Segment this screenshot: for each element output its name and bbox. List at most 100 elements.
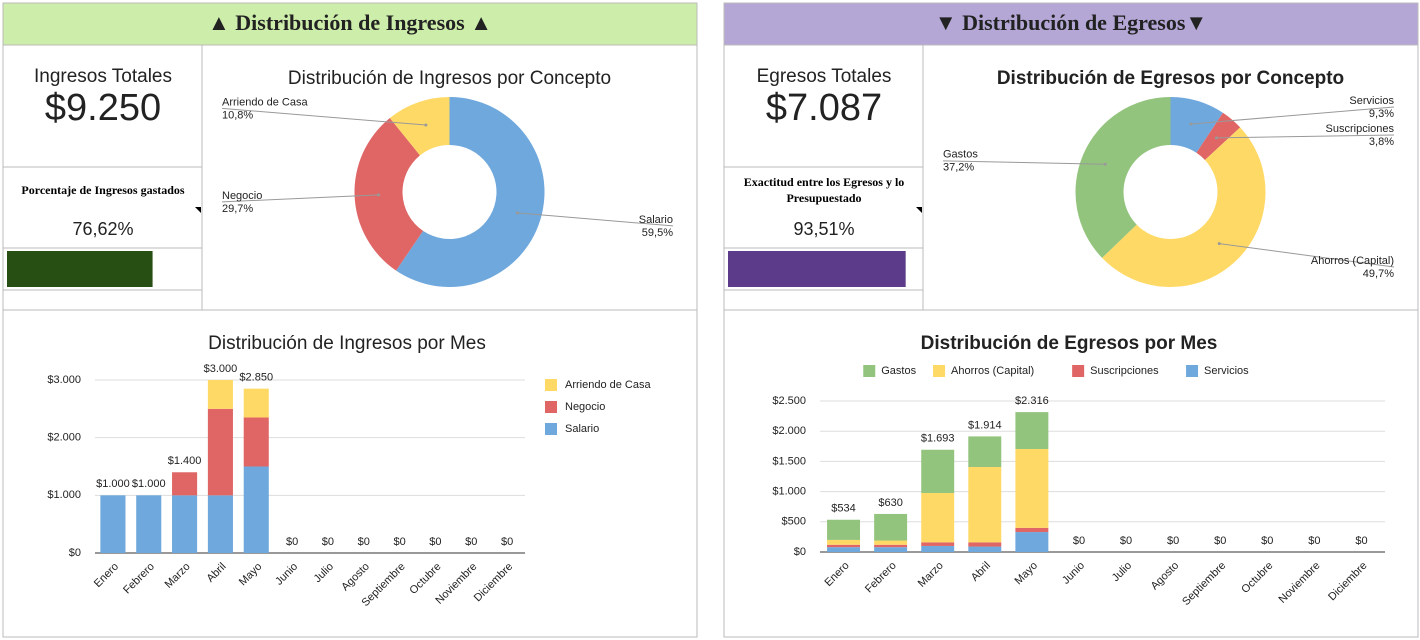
total-label: $1.000: [96, 478, 130, 490]
slice-percent: 10,8%: [222, 109, 253, 121]
bar-segment: [921, 545, 955, 552]
bar-segment: [827, 547, 861, 552]
legend-label: Negocio: [565, 401, 605, 413]
kpi-label: Egresos Totales: [757, 66, 892, 87]
slice-label: Servicios: [1349, 95, 1394, 107]
leader-line: [221, 107, 426, 126]
bar-segment: [968, 542, 1002, 547]
total-label: $0: [1214, 535, 1226, 547]
y-tick-label: $500: [782, 516, 806, 528]
bar-segment: [172, 495, 198, 553]
bar-segment: [207, 495, 233, 553]
y-tick-label: $0: [794, 546, 806, 558]
leader-dot: [1189, 122, 1193, 126]
slice-label: Negocio: [222, 190, 262, 202]
bar-segment: [874, 547, 908, 552]
bar-segment: [1015, 527, 1049, 533]
bar-segment: [1015, 532, 1049, 552]
total-label: $0: [393, 536, 405, 548]
gauge-bar: [728, 251, 906, 287]
leader-line: [1219, 243, 1395, 268]
bar-segment: [921, 449, 955, 493]
leader-line: [517, 212, 674, 227]
metric-label: Exactitud entre los Egresos y lo Presupu…: [743, 175, 905, 205]
y-tick-label: $3.000: [47, 374, 81, 386]
total-label: $1.693: [921, 433, 955, 445]
bar-segment: [921, 542, 955, 546]
metric-value: 76,62%: [72, 219, 133, 239]
total-label: $0: [1355, 535, 1367, 547]
panel-title: ▼ Distribución de Egresos▼: [935, 10, 1207, 35]
bar-segment: [207, 408, 233, 496]
leader-dot: [1103, 162, 1107, 166]
bar-segment: [172, 472, 198, 496]
total-label: $0: [465, 536, 477, 548]
slice-label: Ahorros (Capital): [1311, 255, 1394, 267]
total-label: $1.000: [132, 478, 166, 490]
total-label: $0: [1308, 535, 1320, 547]
bar-segment: [1015, 449, 1049, 528]
bar-segment: [243, 388, 269, 418]
leader-line: [1216, 134, 1395, 139]
pie-slice: [1102, 127, 1266, 288]
y-tick-label: $1.500: [772, 455, 806, 467]
slice-label: Arriendo de Casa: [222, 96, 308, 108]
total-label: $2.850: [239, 372, 273, 384]
total-label: $0: [1120, 535, 1132, 547]
leader-dot: [515, 211, 519, 215]
leader-dot: [377, 193, 381, 197]
total-label: $0: [429, 536, 441, 548]
corner-marker: [195, 207, 201, 213]
legend-label: Gastos: [881, 365, 916, 377]
leader-line: [221, 194, 379, 203]
legend-swatch: [933, 365, 946, 377]
total-label: $3.000: [204, 363, 238, 375]
kpi-value: $7.087: [766, 87, 882, 129]
panel-header: [2, 2, 698, 46]
leader-dot: [1214, 136, 1218, 140]
bar-segment: [827, 519, 861, 540]
y-tick-label: $2.000: [772, 425, 806, 437]
chart-title: Distribución de Ingresos por Concepto: [288, 68, 611, 89]
slice-percent: 29,7%: [222, 203, 253, 215]
gauge-bar: [7, 251, 153, 287]
total-label: $534: [831, 503, 855, 515]
bar-segment: [827, 544, 861, 548]
total-label: $0: [322, 536, 334, 548]
bar-segment: [827, 539, 861, 545]
y-tick-label: $2.500: [772, 395, 806, 407]
y-tick-label: $0: [69, 547, 81, 559]
bar-segment: [968, 467, 1002, 543]
pie-slice: [1075, 97, 1171, 258]
kpi-label: Ingresos Totales: [34, 66, 172, 87]
bar-segment: [968, 546, 1002, 552]
bar-segment: [1015, 412, 1049, 450]
legend-swatch: [545, 401, 557, 413]
metric-value: 93,51%: [793, 219, 854, 239]
slice-percent: 9,3%: [1369, 108, 1394, 120]
total-label: $0: [1073, 535, 1085, 547]
kpi-value: $9.250: [45, 87, 161, 129]
slice-percent: 49,7%: [1363, 268, 1394, 280]
metric-label-box: Exactitud entre los Egresos y lo Presupu…: [743, 175, 905, 205]
chart-title: Distribución de Egresos por Mes: [921, 333, 1218, 354]
legend-swatch: [863, 365, 876, 377]
total-label: $630: [878, 497, 902, 509]
leader-line: [942, 160, 1106, 165]
legend-label: Salario: [565, 423, 599, 435]
bar-segment: [921, 492, 955, 543]
metric-label-box: Porcentaje de Ingresos gastados: [21, 183, 185, 197]
legend-swatch: [545, 423, 557, 435]
legend-label: Arriendo de Casa: [565, 379, 651, 391]
bar-segment: [207, 380, 233, 409]
pie-slice: [396, 97, 545, 287]
chart-title: Distribución de Egresos por Concepto: [997, 68, 1344, 89]
pie-slice: [389, 97, 450, 156]
panel-header: [723, 2, 1419, 46]
total-label: $0: [358, 536, 370, 548]
slice-label: Suscripciones: [1326, 123, 1395, 135]
chart-title: Distribución de Ingresos por Mes: [208, 333, 486, 354]
bar-segment: [100, 495, 126, 553]
metric-label: Porcentaje de Ingresos gastados: [21, 183, 185, 197]
